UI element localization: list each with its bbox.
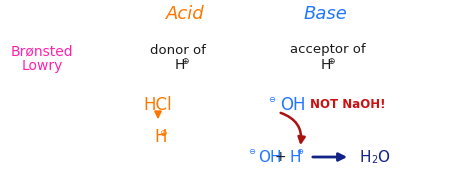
Text: Base: Base [303,5,347,23]
Text: H: H [321,58,331,72]
Text: NOT NaOH!: NOT NaOH! [310,98,386,112]
Text: ⊕: ⊕ [159,128,167,138]
Text: H: H [175,58,185,72]
Text: donor of: donor of [150,44,206,56]
Text: acceptor of: acceptor of [290,44,366,56]
Text: ⊕: ⊕ [297,147,303,157]
Text: ⊕: ⊕ [181,58,189,66]
Text: ⊕: ⊕ [327,58,335,66]
Text: ⊖: ⊖ [248,147,255,157]
Text: OH: OH [258,150,282,165]
Text: +: + [274,150,286,164]
Text: OH: OH [280,96,306,114]
Text: O: O [377,150,389,165]
FancyArrowPatch shape [281,113,305,142]
Text: Brønsted: Brønsted [11,45,73,59]
Text: HCl: HCl [144,96,173,114]
Text: Lowry: Lowry [21,59,63,73]
Text: ⊖: ⊖ [268,96,275,105]
Text: H: H [360,150,372,165]
Text: H: H [290,150,301,165]
Text: Acid: Acid [166,5,204,23]
Text: H: H [154,128,166,146]
Text: 2: 2 [371,155,377,165]
